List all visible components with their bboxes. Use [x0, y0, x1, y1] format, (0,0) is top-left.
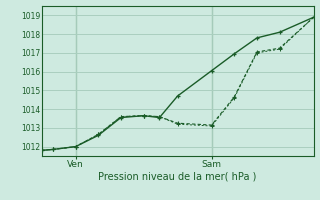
X-axis label: Pression niveau de la mer( hPa ): Pression niveau de la mer( hPa ): [99, 172, 257, 182]
